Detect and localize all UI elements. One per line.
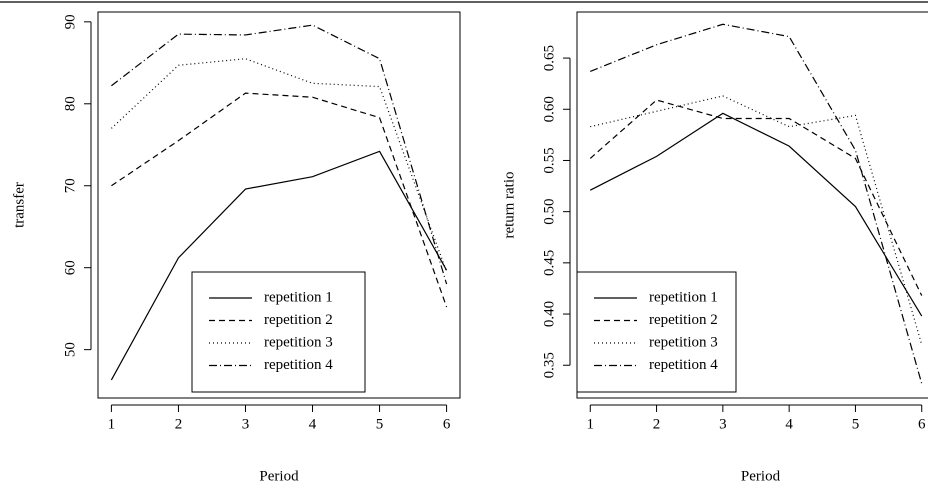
series-line <box>589 112 923 317</box>
legend-label: repetition 4 <box>649 357 718 373</box>
series-line <box>110 58 448 272</box>
y-tick-label: 0.35 <box>541 352 557 378</box>
y-tick-label: 0.55 <box>541 147 557 173</box>
legend-label: repetition 3 <box>264 334 333 350</box>
x-tick-label: 1 <box>587 416 595 432</box>
x-tick-label: 2 <box>175 416 183 432</box>
legend-label: repetition 2 <box>264 312 333 328</box>
y-tick-label: 70 <box>62 178 78 193</box>
series-line <box>589 99 923 296</box>
y-tick-label: 0.40 <box>541 301 557 327</box>
plot-box <box>576 11 928 399</box>
y-tick-label: 0.65 <box>541 45 557 71</box>
x-tick-label: 6 <box>443 416 451 432</box>
x-tick-label: 3 <box>719 416 727 432</box>
legend-label: repetition 2 <box>649 312 718 328</box>
x-axis-label: Period <box>741 468 781 484</box>
y-tick-label: 0.60 <box>541 96 557 122</box>
x-tick-label: 2 <box>653 416 661 432</box>
y-tick-label: 0.45 <box>541 250 557 276</box>
x-tick-label: 1 <box>108 416 116 432</box>
x-tick-label: 5 <box>376 416 384 432</box>
plot-box <box>97 11 461 399</box>
series-line <box>590 23 923 384</box>
legend-label: repetition 1 <box>649 289 718 305</box>
legend-label: repetition 4 <box>264 357 333 373</box>
y-axis-label: return ratio <box>501 171 517 238</box>
legend-box <box>191 271 366 393</box>
x-tick-label: 4 <box>309 416 317 432</box>
y-tick-label: 0.50 <box>541 199 557 225</box>
x-tick-label: 5 <box>852 416 860 432</box>
y-axis-label: transfer <box>11 182 27 228</box>
y-tick-label: 90 <box>62 14 78 29</box>
x-tick-label: 4 <box>785 416 793 432</box>
y-tick-label: 80 <box>62 96 78 111</box>
y-tick-label: 60 <box>62 260 78 275</box>
series-line <box>111 92 448 308</box>
legend-label: repetition 1 <box>264 289 333 305</box>
legend-box <box>576 271 737 393</box>
series-line <box>111 24 448 285</box>
y-tick-label: 50 <box>62 342 78 357</box>
series-line <box>590 95 923 345</box>
x-tick-label: 6 <box>918 416 926 432</box>
series-line <box>110 150 448 381</box>
x-tick-label: 3 <box>242 416 250 432</box>
legend-label: repetition 3 <box>649 334 718 350</box>
x-axis-label: Period <box>259 468 299 484</box>
